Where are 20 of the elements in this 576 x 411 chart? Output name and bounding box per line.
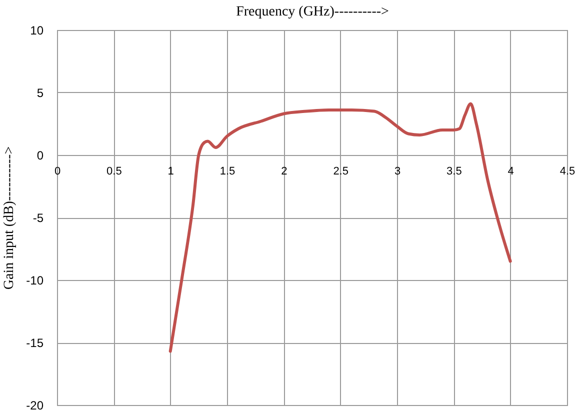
x-tick-label: 0.5 xyxy=(106,166,122,178)
y-tick-label: -20 xyxy=(26,398,44,411)
x-tick-label: 4.5 xyxy=(560,166,576,178)
y-axis-title: Gain input (dB)----------> xyxy=(2,146,18,290)
x-axis-title: Frequency (GHz)----------> xyxy=(236,4,390,20)
line-series xyxy=(168,102,512,353)
x-tick-label: 1.5 xyxy=(220,166,236,178)
y-tick-label: -10 xyxy=(26,274,44,288)
x-tick-label: 2 xyxy=(281,166,288,178)
x-tick-label: 1 xyxy=(168,166,174,178)
x-tick-label: 2.5 xyxy=(333,166,348,178)
x-tick-label: 3.5 xyxy=(446,166,462,178)
y-tick-label: 0 xyxy=(36,148,44,162)
x-tick-label: 0 xyxy=(54,166,61,178)
y-tick-label: 10 xyxy=(30,24,44,38)
y-tick-label: -5 xyxy=(32,211,44,225)
x-tick-label: 3 xyxy=(394,166,401,178)
y-tick-label: 5 xyxy=(36,86,44,100)
x-tick-label: 4 xyxy=(508,166,514,178)
y-tick-label: -15 xyxy=(26,336,44,350)
